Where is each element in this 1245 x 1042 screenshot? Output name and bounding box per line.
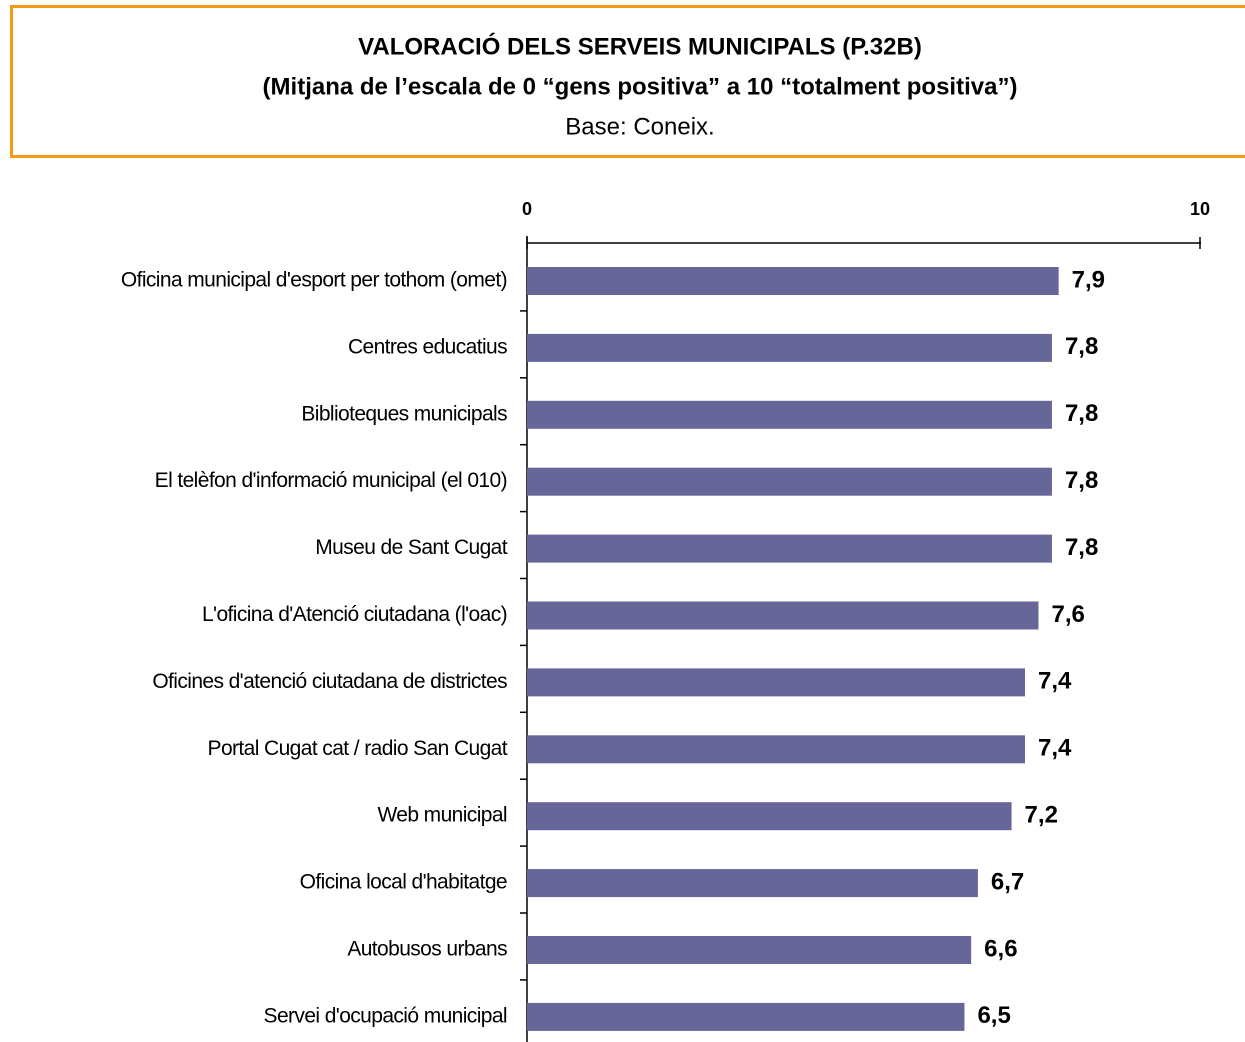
x-tick-label: 10 (1190, 199, 1210, 219)
bar (527, 936, 972, 964)
chart-title: VALORACIÓ DELS SERVEIS MUNICIPALS (P.32B… (358, 32, 922, 60)
value-label: 7,4 (1038, 668, 1072, 695)
value-label: 7,8 (1065, 467, 1098, 494)
value-label: 7,9 (1072, 266, 1105, 293)
bar (527, 400, 1052, 429)
value-label: 7,8 (1065, 400, 1098, 427)
value-label: 7,8 (1065, 534, 1098, 561)
bar (527, 601, 1039, 630)
value-label: 7,6 (1051, 601, 1084, 628)
chart-note: Base: Coneix. (565, 113, 714, 140)
value-label: 6,5 (977, 1002, 1010, 1029)
bar (527, 534, 1052, 563)
bar (527, 333, 1052, 362)
y-tick-label: Centres educatius (348, 335, 507, 358)
bar (527, 267, 1059, 295)
bar (527, 802, 1012, 831)
header-box (10, 5, 1245, 158)
value-label: 7,4 (1038, 735, 1072, 762)
y-tick-label: Oficines d'atenció ciutadana de district… (152, 670, 507, 693)
bar (527, 1002, 965, 1031)
x-tick-label: 0 (522, 199, 532, 219)
y-tick-label: El telèfon d'informació municipal (el 01… (155, 469, 507, 492)
y-tick-label: Web municipal (377, 804, 507, 827)
bar (527, 735, 1026, 764)
value-label: 7,8 (1065, 333, 1098, 360)
chart-subtitle: (Mitjana de l’escala de 0 “gens positiva… (263, 73, 1018, 100)
y-tick-label: L'oficina d'Atenció ciutadana (l'oac) (202, 603, 507, 626)
bar (527, 467, 1052, 496)
y-tick-label: Museu de Sant Cugat (315, 536, 507, 559)
y-tick-label: Autobusos urbans (347, 938, 507, 961)
value-label: 7,2 (1025, 802, 1058, 829)
bar (527, 869, 978, 898)
value-label: 6,7 (991, 868, 1024, 895)
y-tick-label: Servei d'ocupació municipal (264, 1004, 507, 1027)
value-label: 6,6 (984, 935, 1017, 962)
bar (527, 668, 1026, 697)
y-tick-label: Oficina local d'habitatge (300, 871, 507, 894)
y-tick-label: Biblioteques municipals (301, 402, 507, 425)
y-tick-label: Oficina municipal d'esport per tothom (o… (121, 269, 507, 292)
y-tick-label: Portal Cugat cat / radio San Cugat (208, 737, 508, 760)
